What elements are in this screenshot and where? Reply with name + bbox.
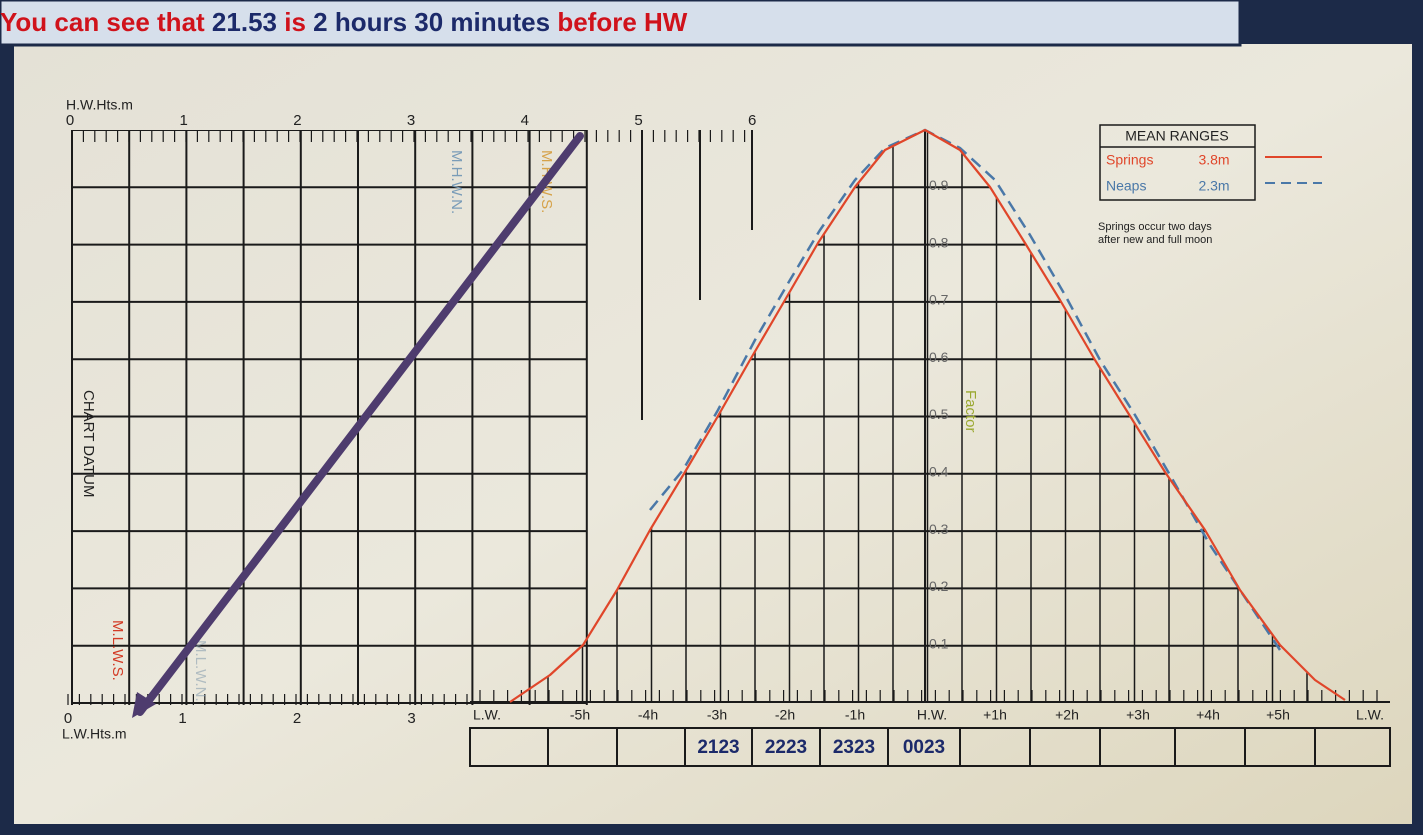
hw-scale-label: 5 <box>634 112 642 129</box>
level-label: M.L.W.N. <box>192 640 209 702</box>
time-label: -2h <box>775 707 795 723</box>
time-box: 0023 <box>903 737 945 758</box>
lw-scale-label: 0 <box>64 710 72 727</box>
factor-value: 0.8 <box>929 234 949 250</box>
time-label: +4h <box>1196 707 1220 723</box>
legend-range: 2.3m <box>1198 178 1229 194</box>
time-label: +1h <box>983 707 1007 723</box>
banner-part: before HW <box>550 7 688 37</box>
lw-scale-label: 2 <box>293 710 301 727</box>
banner-part: is <box>277 7 313 37</box>
legend-title: MEAN RANGES <box>1125 128 1228 144</box>
time-label: -3h <box>707 707 727 723</box>
lw-scale-label: 1 <box>178 710 186 727</box>
hw-scale-label: 1 <box>180 112 188 129</box>
time-label: -5h <box>570 707 590 723</box>
time-label: +3h <box>1126 707 1150 723</box>
legend-name: Springs <box>1106 152 1153 168</box>
time-box-row <box>469 727 1391 767</box>
construction-line <box>136 132 584 716</box>
factor-value: 0.1 <box>929 635 949 651</box>
legend-range: 3.8m <box>1198 152 1229 168</box>
banner-text: You can see that 21.53 is 2 hours 30 min… <box>0 7 688 37</box>
banner-part: You can see that <box>0 7 212 37</box>
level-label: M.L.W.S. <box>109 620 126 681</box>
time-label: H.W. <box>917 707 947 723</box>
hw-scale-label: 3 <box>407 112 415 129</box>
hw-scale-label: 4 <box>521 112 529 129</box>
factor-value: 0.7 <box>929 292 949 308</box>
legend-box <box>1099 124 1256 201</box>
chart-datum: CHART DATUM <box>80 390 97 498</box>
factor-value: 0.4 <box>929 464 949 480</box>
time-label: L.W. <box>1356 707 1384 723</box>
time-box: 2123 <box>697 737 739 758</box>
time-label: +5h <box>1266 707 1290 723</box>
hw-scale-label: 2 <box>293 112 301 129</box>
arrow-head <box>132 692 156 718</box>
hw-scale-label: 6 <box>748 112 756 129</box>
neap-curve <box>649 128 1282 651</box>
banner-part: 2 hours 30 minutes <box>313 7 550 37</box>
level-label: M.H.W.N. <box>448 150 465 214</box>
factor-value: 0.9 <box>929 177 949 193</box>
photo <box>14 44 1412 824</box>
time-box: 2323 <box>833 737 875 758</box>
grid <box>67 128 1390 705</box>
factor-value: 0.2 <box>929 578 949 594</box>
time-label: -4h <box>638 707 658 723</box>
legend-name: Neaps <box>1106 178 1146 194</box>
banner-part: 21.53 <box>212 7 277 37</box>
factor-value: 0.6 <box>929 349 949 365</box>
time-box: 2223 <box>765 737 807 758</box>
time-label: L.W. <box>473 707 501 723</box>
legend-note: Springs occur two days <box>1098 221 1212 233</box>
time-label: -1h <box>845 707 865 723</box>
factor-value: 0.3 <box>929 521 949 537</box>
legend-note: after new and full moon <box>1098 234 1212 246</box>
lw-heights-label: L.W.Hts.m <box>62 726 127 742</box>
hw-heights-label: H.W.Hts.m <box>66 97 133 113</box>
factor-label: Factor <box>962 390 979 433</box>
lw-scale-label: 3 <box>407 710 415 727</box>
banner <box>0 0 1242 47</box>
factor-value: 0.5 <box>929 406 949 422</box>
hw-scale-label: 0 <box>66 112 74 129</box>
spring-curve <box>509 128 1346 703</box>
time-label: +2h <box>1055 707 1079 723</box>
